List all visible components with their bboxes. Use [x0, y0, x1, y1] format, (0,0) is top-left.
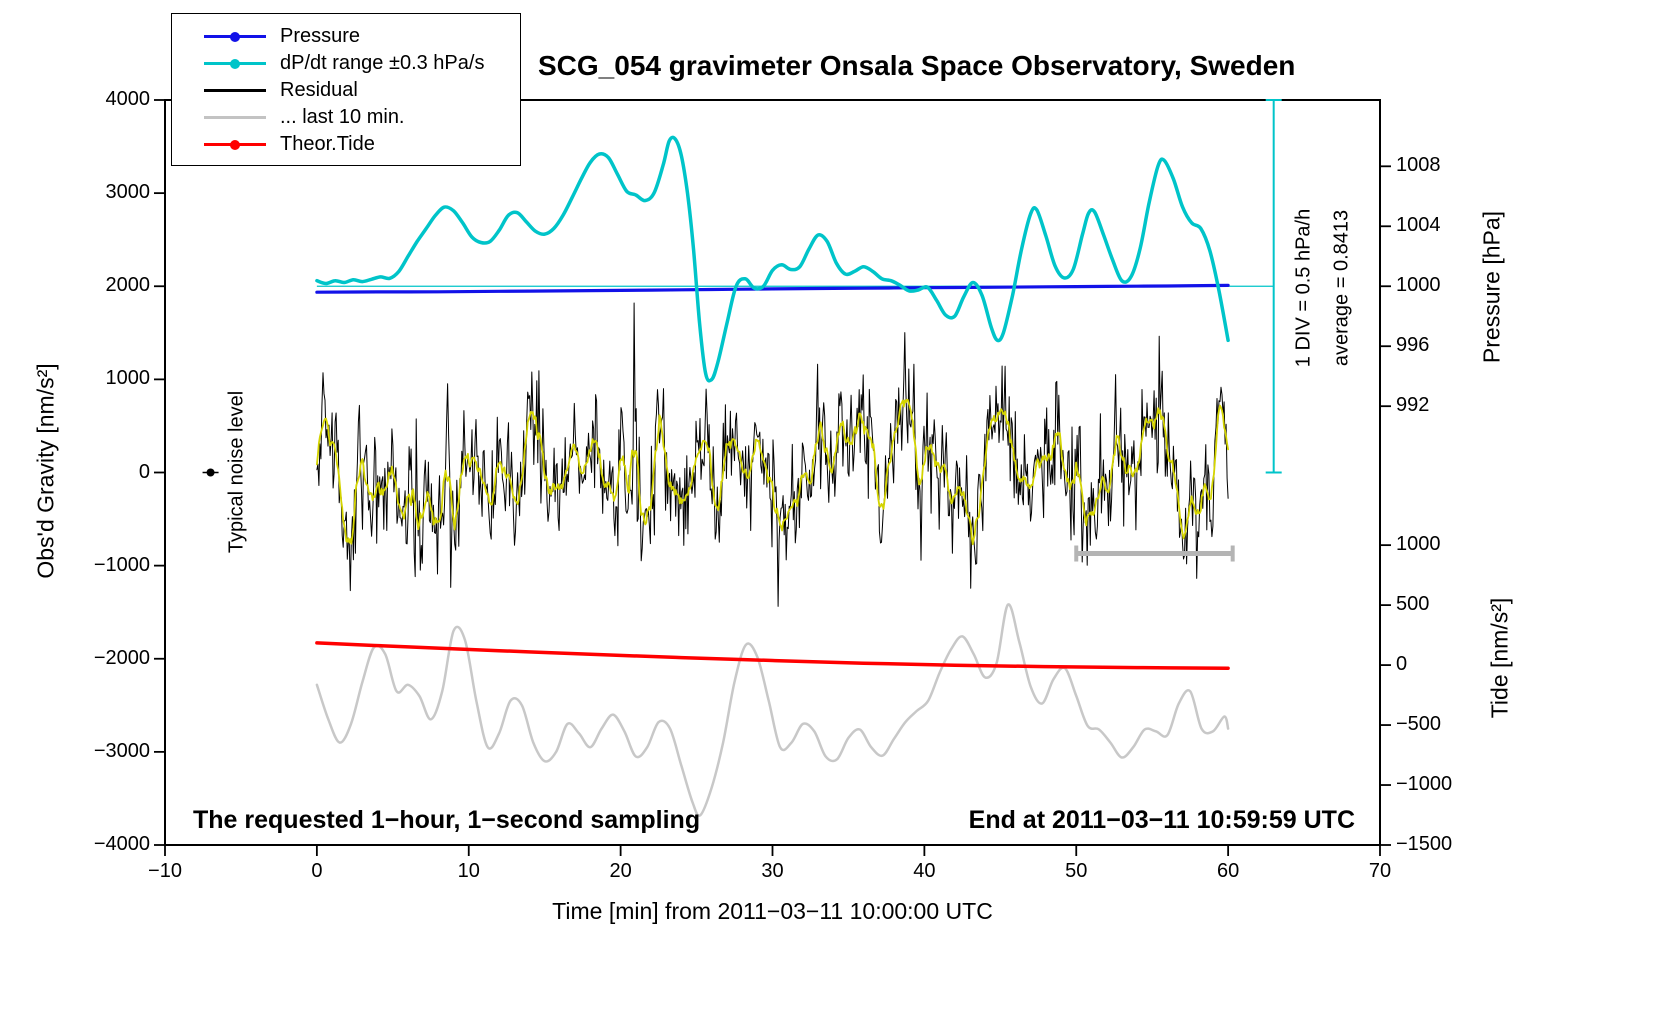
x-tick-label: 0: [311, 860, 323, 882]
dpdt-dot-icon: [230, 58, 240, 69]
noise-level-label: Typical noise level: [225, 390, 248, 554]
series-dpdt: [315, 135, 1230, 383]
x-tick-label: 60: [1217, 860, 1240, 882]
residual-line-sample-icon: [204, 88, 266, 93]
last10-line-sample-icon: [204, 115, 266, 120]
x-tick-label: −10: [148, 860, 182, 882]
gravity-tick-label: 4000: [105, 88, 151, 110]
x-axis-label: Time [min] from 2011−03−11 10:00:00 UTC: [552, 898, 993, 924]
div-scale-label: 1 DIV = 0.5 hPa/h: [1292, 208, 1315, 368]
gravity-axis-label: Obs'd Gravity [nm/s²]: [32, 363, 59, 579]
legend-item-last10: ... last 10 min.: [204, 104, 520, 131]
chart-title: SCG_054 gravimeter Onsala Space Observat…: [538, 50, 1296, 81]
gravity-tick-label: −4000: [93, 833, 150, 855]
tide-axis-label: Tide [nm/s²]: [1486, 597, 1513, 719]
gravity-tick-label: −3000: [93, 739, 150, 762]
gravity-tick-label: −2000: [93, 646, 150, 669]
series-pressure: [315, 283, 1230, 294]
legend-label: Pressure: [280, 25, 361, 47]
sampling-note: The requested 1−hour, 1−second sampling: [193, 806, 701, 834]
legend-item-pressure: Pressure: [204, 23, 520, 50]
pressure-line-sample-icon: [204, 31, 266, 42]
end-time-note: End at 2011−03−11 10:59:59 UTC: [968, 806, 1355, 834]
legend-label: dP/dt range ±0.3 hPa/s: [280, 52, 485, 74]
series-residual_smoothed: [316, 398, 1229, 546]
series-residual: [316, 302, 1229, 607]
gravity-tick-label: 3000: [105, 181, 151, 204]
gravity-tick-label: 1000: [105, 367, 151, 390]
pressure-dot-icon: [230, 31, 240, 42]
pressure-tick-label: 992: [1396, 394, 1430, 417]
gravity-tick-label: 0: [138, 460, 150, 483]
x-tick-label: 40: [913, 860, 936, 882]
series-tide: [315, 641, 1230, 671]
tide-tick-label: −500: [1396, 713, 1442, 736]
legend-label: Theor.Tide: [280, 133, 375, 155]
legend-label: ... last 10 min.: [280, 106, 405, 128]
pressure-tick-label: 1004: [1396, 214, 1441, 237]
x-tick-label: 50: [1065, 860, 1088, 882]
tide-tick-label: 0: [1396, 653, 1408, 676]
noise-level-dot: [206, 468, 215, 477]
gravity-tick-label: 2000: [105, 274, 151, 297]
dpdt-line-sample-icon: [204, 58, 266, 69]
gravity-tick-label: −1000: [93, 553, 150, 576]
legend-item-tide: Theor.Tide: [204, 131, 520, 158]
tide-dot-icon: [230, 139, 240, 150]
legend-item-residual: Residual: [204, 77, 520, 104]
x-tick-label: 30: [761, 860, 784, 882]
average-label: average = 0.8413: [1330, 209, 1353, 367]
x-tick-label: 20: [609, 860, 632, 882]
tide-line-sample-icon: [204, 139, 266, 150]
tide-tick-label: 500: [1396, 593, 1430, 616]
tide-tick-label: −1500: [1396, 833, 1453, 855]
legend-label: Residual: [280, 79, 358, 101]
pressure-tick-label: 1000: [1396, 274, 1441, 297]
pressure-tick-label: 996: [1396, 334, 1430, 357]
series-last10: [315, 603, 1230, 818]
pressure-axis-label: Pressure [hPa]: [1478, 210, 1505, 364]
tide-tick-label: 1000: [1396, 533, 1441, 556]
legend-item-dpdt: dP/dt range ±0.3 hPa/s: [204, 50, 520, 77]
x-tick-label: 70: [1368, 860, 1392, 882]
tide-tick-label: −1000: [1396, 773, 1453, 796]
legend: Pressure dP/dt range ±0.3 hPa/s Residual..…: [171, 13, 521, 166]
x-tick-label: 10: [457, 860, 480, 882]
pressure-tick-label: 1008: [1396, 154, 1441, 177]
